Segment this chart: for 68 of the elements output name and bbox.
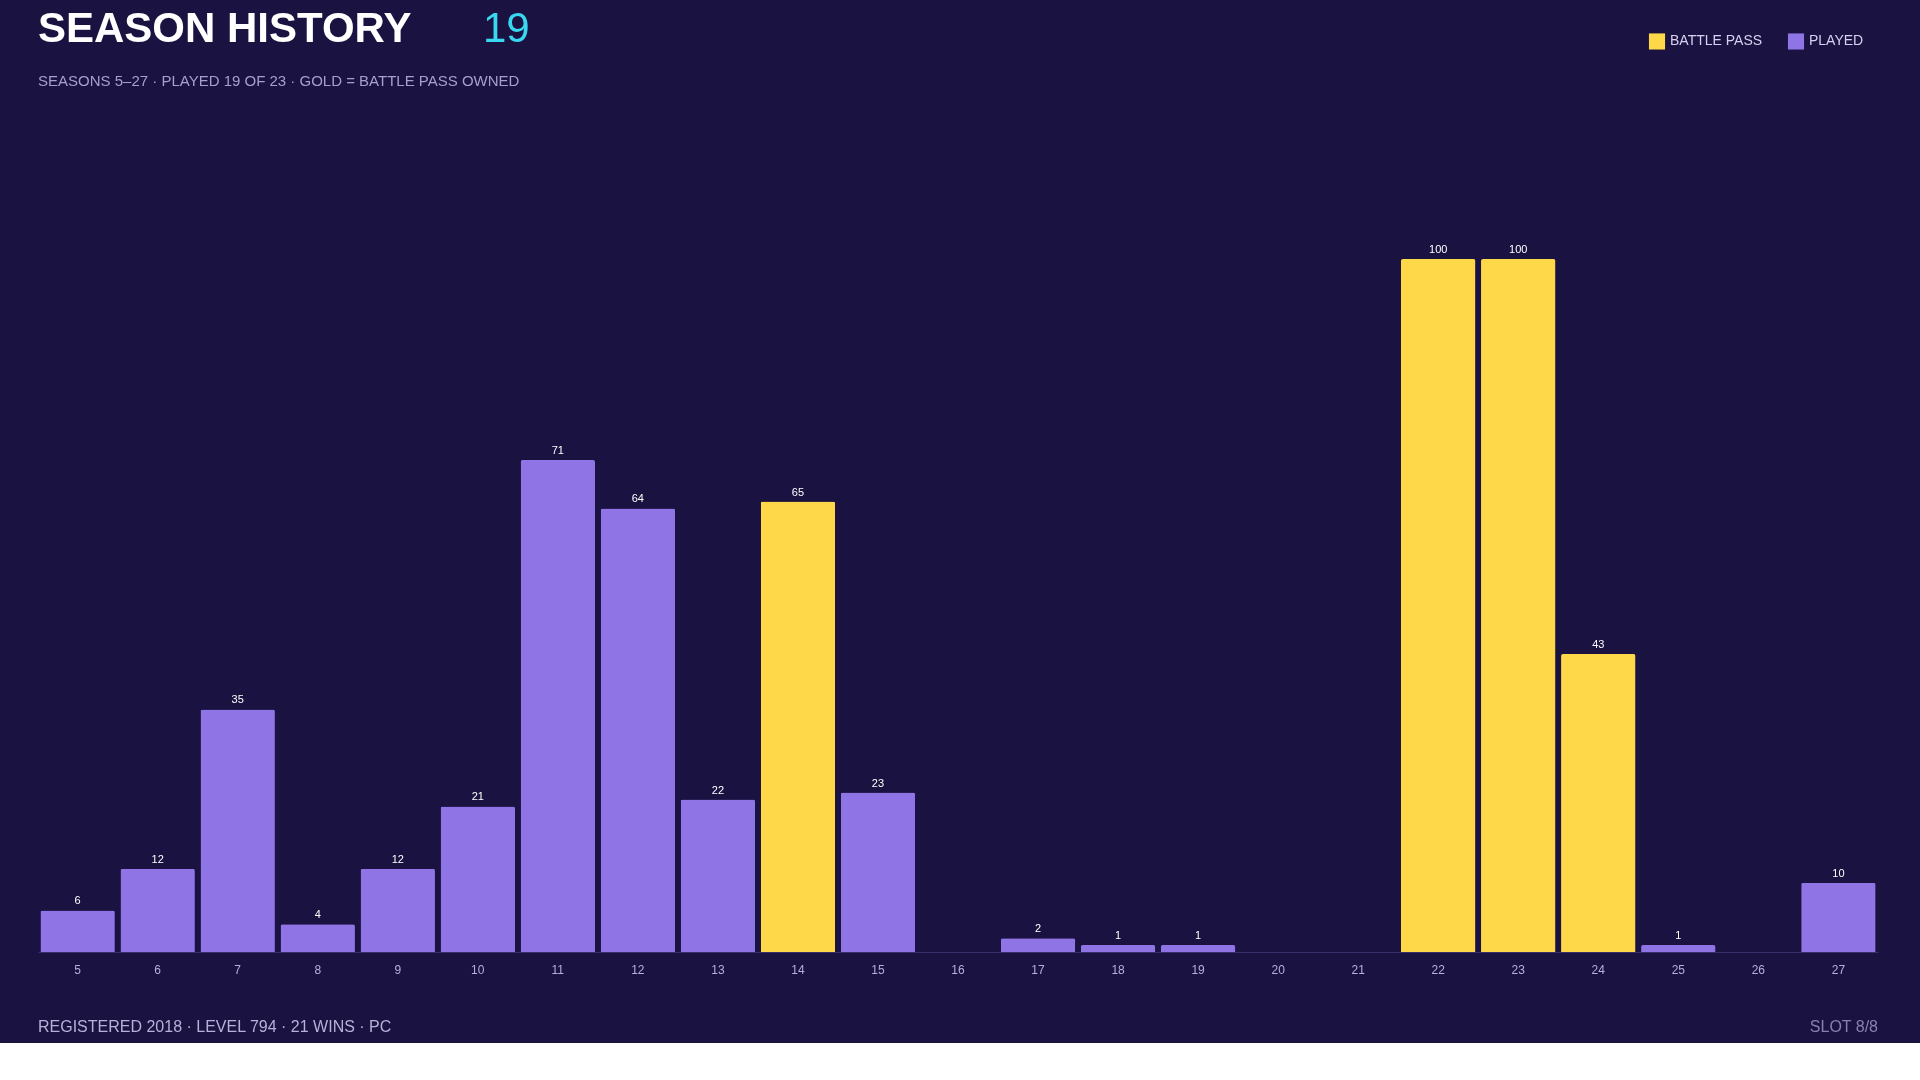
bar (1400, 259, 1476, 952)
x-tick-label: 19 (1191, 962, 1206, 977)
legend-label: BATTLE PASS (1670, 32, 1763, 49)
text: 19 (483, 4, 530, 51)
data-label: 64 (631, 492, 644, 505)
x-tick-label: 23 (1511, 962, 1526, 977)
legend-label: PLAYED (1809, 32, 1864, 49)
bar (680, 799, 756, 952)
x-tick-label: 13 (711, 962, 725, 977)
data-label: 71 (551, 443, 564, 456)
bar (520, 459, 596, 952)
data-label: 1 (1675, 929, 1682, 942)
data-label: 6 (74, 894, 81, 907)
x-tick-label: 17 (1031, 962, 1046, 977)
x-tick-label: 25 (1671, 962, 1686, 977)
text: REGISTERED 2018 · LEVEL 794 · 21 WINS · PC (38, 1018, 392, 1035)
bar (840, 792, 916, 952)
bar (600, 508, 676, 952)
data-label: 43 (1592, 638, 1605, 651)
bar (40, 910, 115, 952)
bar (1641, 945, 1716, 952)
x-tick-label: 21 (1351, 962, 1366, 977)
data-label: 100 (1429, 243, 1448, 256)
x-tick-label: 16 (951, 962, 965, 977)
bar (1561, 654, 1636, 952)
text: SLOT 8/8 (1809, 1018, 1879, 1035)
chart-title: SEASON HISTORY (38, 4, 412, 51)
x-tick-label: 12 (631, 962, 645, 977)
data-label: 12 (391, 852, 404, 865)
x-tick-label: 10 (471, 962, 485, 977)
data-label: 35 (231, 693, 244, 706)
bar (1160, 945, 1236, 952)
x-tick-label: 6 (154, 962, 162, 977)
data-label: 65 (791, 485, 805, 498)
x-tick-label: 14 (791, 962, 805, 977)
x-tick-label: 26 (1751, 962, 1766, 977)
x-tick-label: 7 (234, 962, 242, 977)
data-label: 1 (1115, 929, 1122, 942)
bar (760, 501, 836, 952)
x-tick-label: 9 (394, 962, 402, 977)
data-label: 21 (471, 790, 484, 803)
bar (440, 806, 516, 952)
data-label: 100 (1509, 243, 1528, 256)
x-tick-label: 22 (1431, 962, 1446, 977)
x-tick-label: 20 (1271, 962, 1286, 977)
bar (120, 868, 195, 952)
x-tick-label: 27 (1831, 962, 1846, 977)
data-label: 23 (871, 776, 885, 789)
data-label: 10 (1832, 866, 1845, 879)
bar (1801, 882, 1876, 952)
data-label: 2 (1034, 922, 1042, 935)
bar (1481, 259, 1556, 952)
x-tick-label: 24 (1591, 962, 1606, 977)
bar (280, 924, 355, 952)
data-label: 22 (711, 783, 725, 796)
bar (1080, 945, 1156, 952)
chart-subtitle: SEASONS 5–27 · PLAYED 19 OF 23 · GOLD = BATTLE PASS OWNED (38, 72, 520, 89)
bar (200, 709, 275, 952)
data-label: 12 (151, 852, 164, 865)
bar (1000, 938, 1076, 952)
bar (360, 868, 435, 952)
x-tick-label: 18 (1111, 962, 1126, 977)
x-tick-label: 8 (314, 962, 322, 977)
x-tick-label: 5 (74, 962, 82, 977)
data-label: 4 (314, 908, 321, 921)
x-tick-label: 11 (551, 962, 565, 977)
data-label: 1 (1195, 929, 1202, 942)
x-tick-label: 15 (871, 962, 885, 977)
